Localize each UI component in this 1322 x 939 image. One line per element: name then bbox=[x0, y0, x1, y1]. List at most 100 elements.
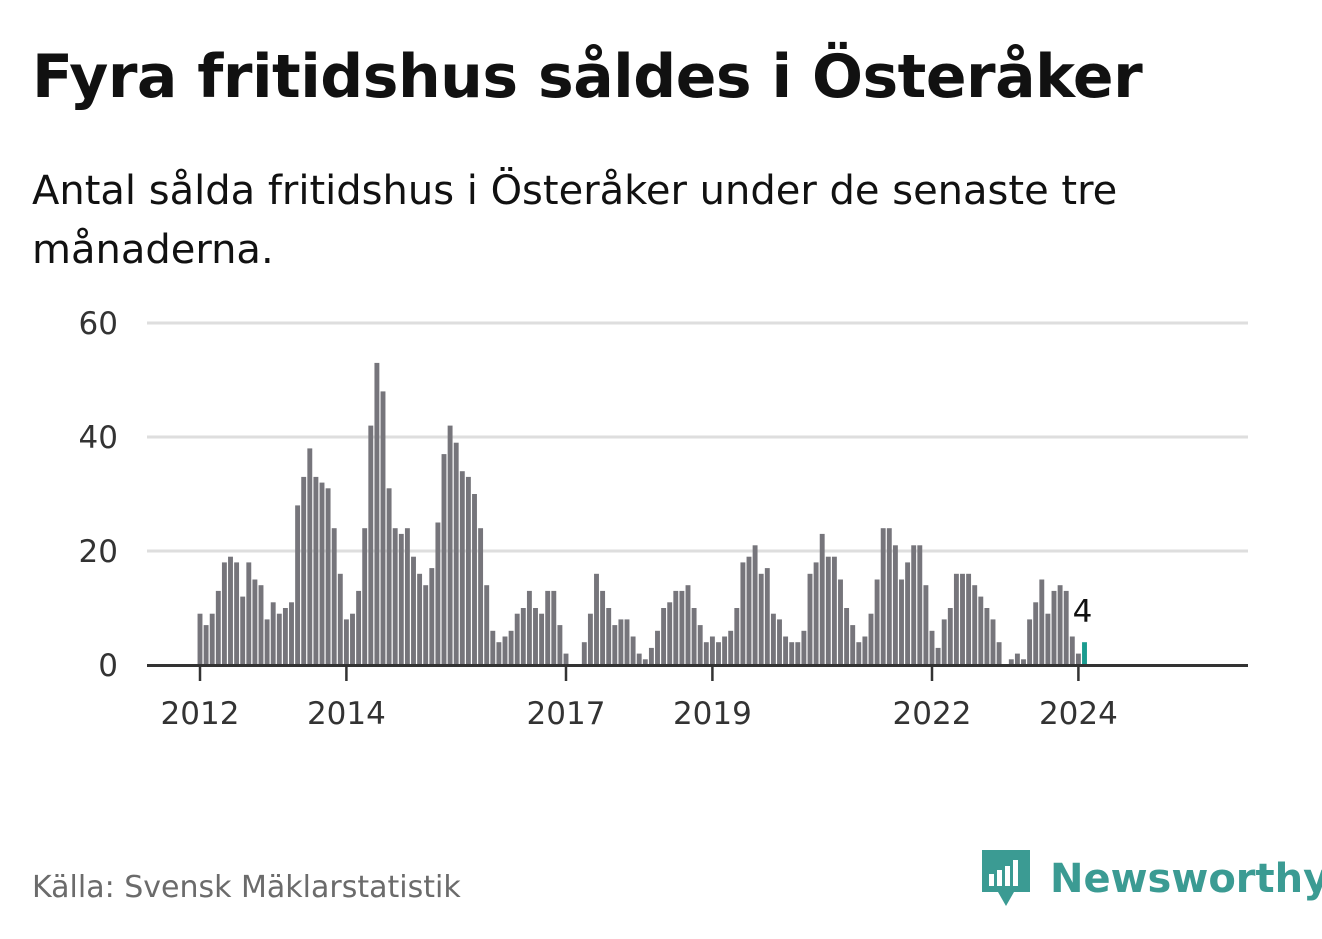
bar bbox=[276, 613, 282, 665]
bar bbox=[368, 425, 374, 665]
bar bbox=[1051, 590, 1057, 665]
bar bbox=[331, 528, 337, 665]
bar bbox=[929, 630, 935, 665]
bar bbox=[429, 568, 435, 665]
bar bbox=[563, 653, 569, 665]
bar bbox=[716, 642, 721, 665]
bar bbox=[203, 625, 209, 665]
bar bbox=[770, 613, 776, 665]
bar bbox=[343, 619, 349, 665]
x-tick-label: 2019 bbox=[673, 696, 752, 732]
bar bbox=[319, 482, 325, 665]
bar bbox=[1039, 579, 1045, 665]
bar bbox=[825, 556, 831, 665]
bar bbox=[752, 545, 758, 665]
bar bbox=[996, 642, 1002, 665]
bar bbox=[892, 545, 898, 665]
bar bbox=[514, 613, 520, 665]
bar bbox=[1008, 659, 1014, 665]
bar bbox=[1027, 619, 1033, 665]
brand-logo: Newsworthy bbox=[980, 848, 1322, 910]
bar bbox=[282, 608, 288, 665]
bar bbox=[1075, 653, 1081, 665]
bar bbox=[789, 642, 795, 665]
bar bbox=[423, 585, 429, 665]
latest-value-label: 4 bbox=[1073, 594, 1093, 630]
bar bbox=[746, 556, 752, 665]
bar bbox=[905, 562, 911, 665]
bar bbox=[325, 488, 331, 665]
bar bbox=[411, 556, 416, 665]
bar bbox=[697, 625, 703, 665]
bar bbox=[953, 573, 959, 665]
bar bbox=[703, 642, 709, 665]
bar bbox=[264, 619, 270, 665]
bar bbox=[1033, 602, 1039, 665]
x-tick-label: 2022 bbox=[893, 696, 972, 732]
bar bbox=[709, 636, 715, 665]
bar bbox=[490, 630, 496, 665]
x-tick-label: 2017 bbox=[527, 696, 606, 732]
bar bbox=[642, 659, 648, 665]
bar bbox=[862, 636, 868, 665]
bar bbox=[478, 528, 484, 665]
x-tick-label: 2024 bbox=[1039, 696, 1118, 732]
bar bbox=[545, 590, 551, 665]
chart-subtitle: Antal sålda fritidshus i Österåker under… bbox=[32, 168, 1118, 273]
bar bbox=[917, 545, 923, 665]
bar bbox=[978, 596, 984, 665]
bar bbox=[539, 613, 545, 665]
bar bbox=[380, 391, 386, 665]
bar bbox=[831, 556, 837, 665]
bar bbox=[813, 562, 819, 665]
bar bbox=[850, 625, 856, 665]
bar bbox=[295, 505, 301, 665]
bar bbox=[838, 579, 843, 665]
bar bbox=[362, 528, 368, 665]
bar bbox=[356, 590, 362, 665]
bar bbox=[1014, 653, 1020, 665]
bar bbox=[1069, 636, 1075, 665]
bar bbox=[337, 573, 343, 665]
bar bbox=[899, 579, 904, 665]
bar bbox=[874, 579, 880, 665]
bar bbox=[886, 528, 892, 665]
bar bbox=[508, 630, 514, 665]
bar bbox=[209, 613, 215, 665]
bar bbox=[313, 476, 319, 665]
bar bbox=[398, 533, 404, 665]
bar bbox=[465, 476, 471, 665]
x-axis-ticks: 2012 2014 2017 2019 2022 2024 bbox=[161, 665, 1118, 732]
bar bbox=[734, 608, 740, 665]
bar bbox=[502, 636, 508, 665]
bar bbox=[197, 613, 203, 665]
bar bbox=[1021, 659, 1026, 665]
bar bbox=[758, 573, 764, 665]
bar bbox=[636, 653, 642, 665]
bar bbox=[1063, 590, 1069, 665]
y-axis-ticks: 0 20 40 60 bbox=[79, 306, 118, 684]
bar bbox=[270, 602, 276, 665]
bar bbox=[648, 647, 654, 665]
bar bbox=[691, 608, 697, 665]
bar bbox=[618, 619, 624, 665]
bar bbox=[612, 625, 618, 665]
bar bbox=[441, 454, 447, 665]
bar bbox=[679, 590, 685, 665]
bar bbox=[880, 528, 886, 665]
brand-name: Newsworthy bbox=[1050, 856, 1322, 902]
bar bbox=[819, 533, 825, 665]
bar bbox=[984, 608, 990, 665]
y-tick-label: 40 bbox=[79, 420, 118, 456]
bar bbox=[581, 642, 587, 665]
bar bbox=[947, 608, 953, 665]
bar bbox=[496, 642, 502, 665]
bar-chart: 0 20 40 60 2012 2014 2017 2019 2022 2024 4 bbox=[79, 306, 1248, 732]
bar bbox=[667, 602, 673, 665]
bar bbox=[1082, 642, 1087, 665]
bar bbox=[844, 608, 850, 665]
bar bbox=[228, 556, 233, 665]
bar bbox=[911, 545, 917, 665]
bar bbox=[392, 528, 398, 665]
bar bbox=[972, 585, 978, 665]
